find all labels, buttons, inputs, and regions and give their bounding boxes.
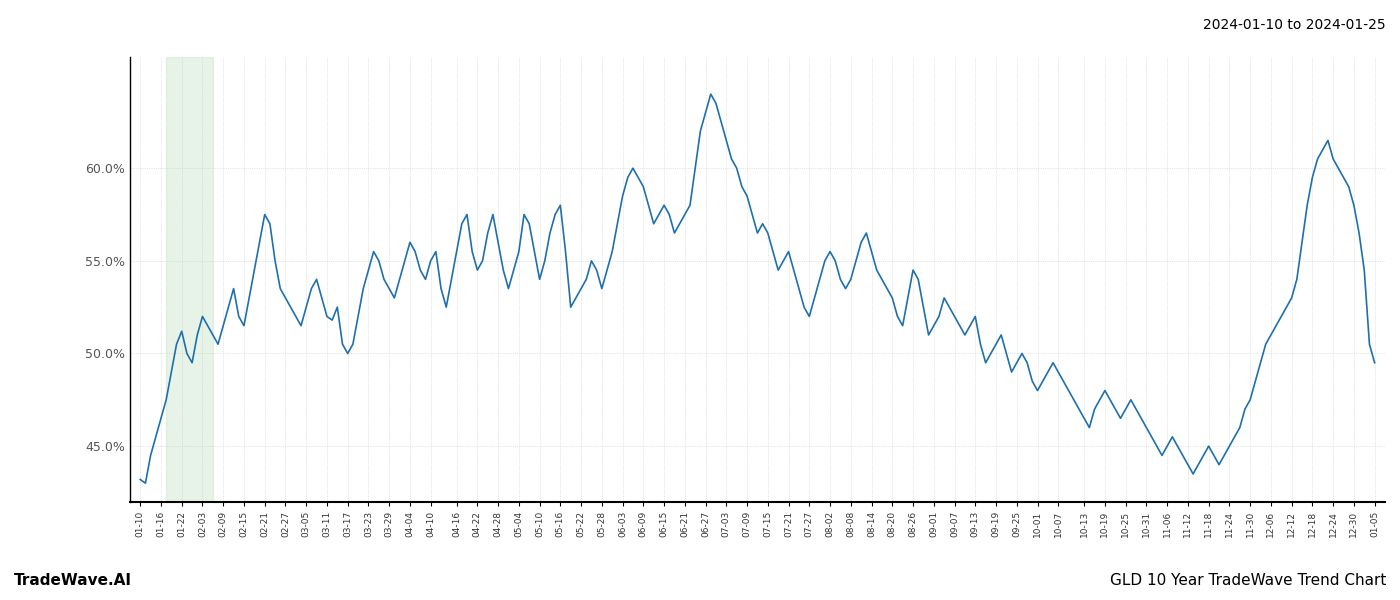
Text: TradeWave.AI: TradeWave.AI [14,573,132,588]
Bar [167,57,213,502]
Text: 2024-01-10 to 2024-01-25: 2024-01-10 to 2024-01-25 [1204,18,1386,32]
Text: GLD 10 Year TradeWave Trend Chart: GLD 10 Year TradeWave Trend Chart [1110,573,1386,588]
